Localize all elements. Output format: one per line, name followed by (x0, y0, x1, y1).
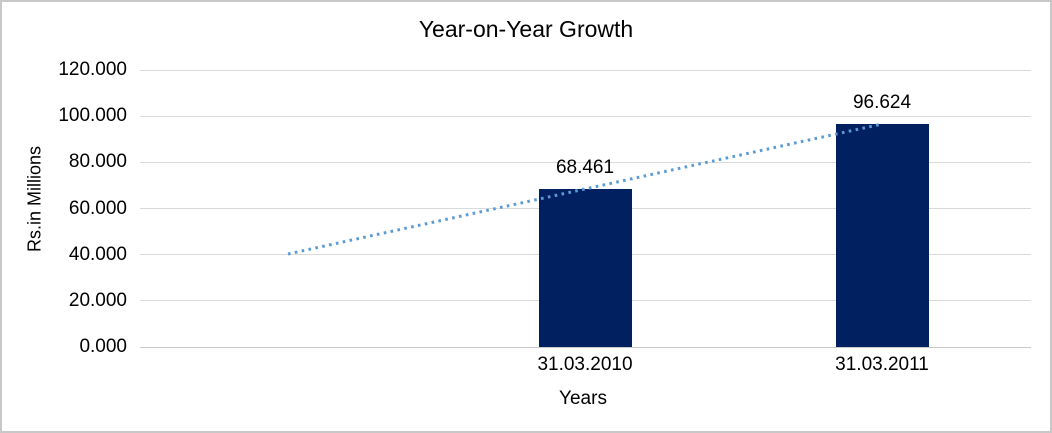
y-tick-label: 40.000 (68, 243, 127, 265)
data-label: 68.461 (555, 156, 615, 178)
data-label: 96.624 (852, 91, 912, 113)
y-tick-label: 80.000 (68, 151, 127, 173)
x-axis-line (140, 346, 1031, 348)
gridline (140, 69, 1031, 71)
y-tick-label: 120.000 (58, 59, 127, 80)
x-category-label: 31.03.2011 (835, 354, 929, 375)
y-tick-label: 20.000 (68, 289, 127, 311)
y-tick-label: 100.000 (58, 105, 127, 127)
y-tick-label: 0.000 (79, 336, 127, 357)
x-category-label: 31.03.2010 (537, 354, 633, 375)
gridline (140, 115, 1031, 117)
chart-title: Year-on-Year Growth (418, 16, 634, 42)
y-tick-label: 60.000 (68, 197, 127, 219)
bar-31.03.2010 (538, 188, 632, 347)
x-axis-title: Years (559, 388, 607, 409)
bar-31.03.2011 (835, 123, 929, 347)
